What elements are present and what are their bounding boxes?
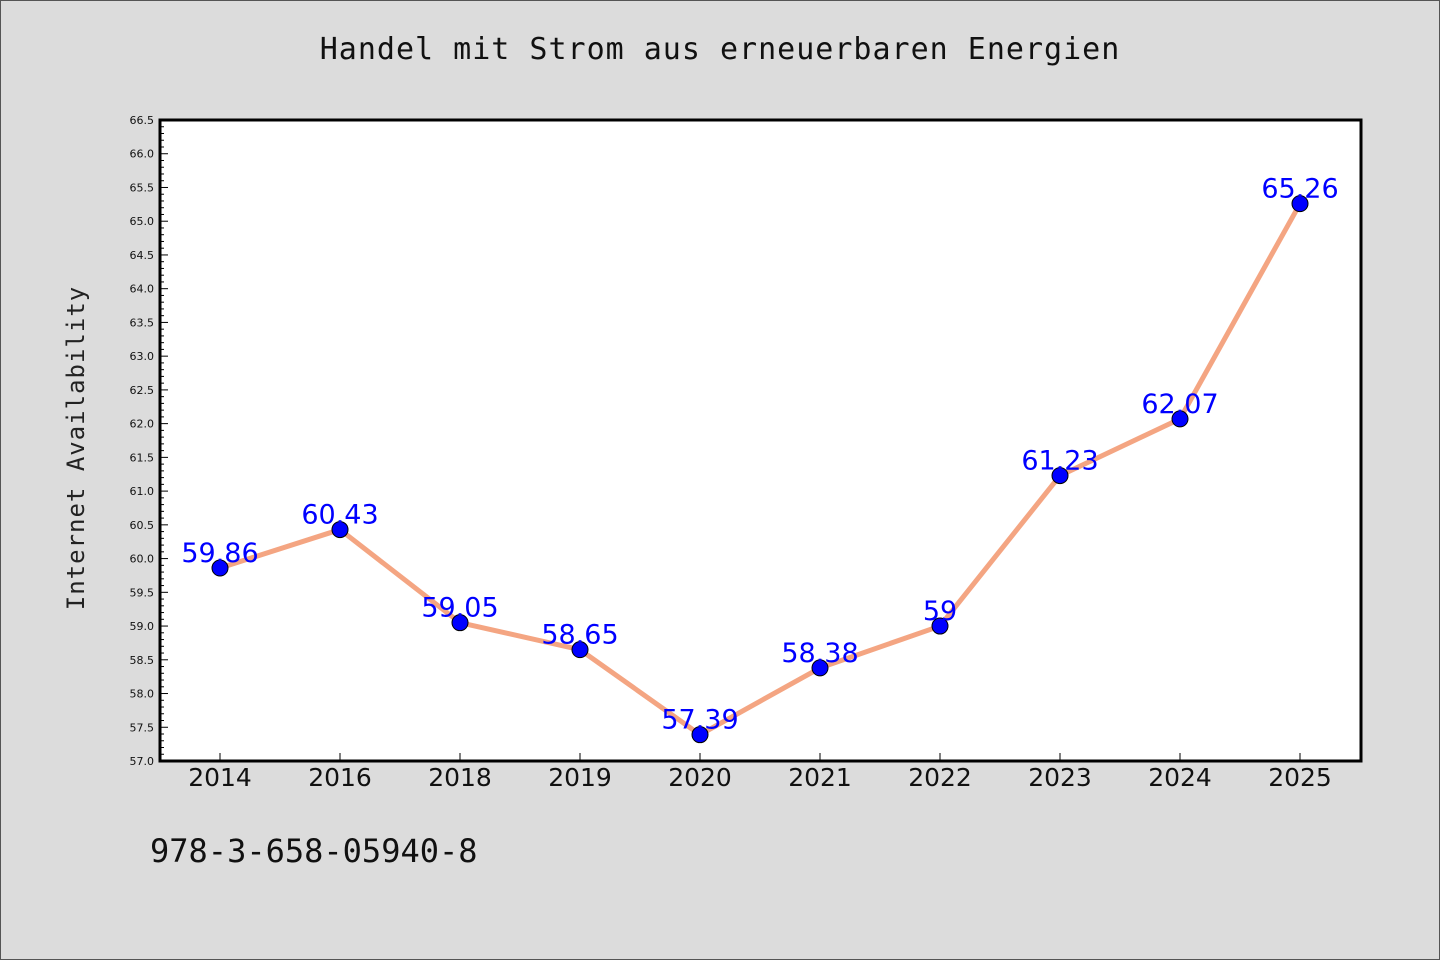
x-tick-label: 2016 [308, 763, 372, 792]
x-tick-label: 2018 [428, 763, 492, 792]
x-tick-label: 2023 [1028, 763, 1092, 792]
y-axis-ticks: 57.0 57.5 58.0 58.5 59.0 59.5 60.0 60.5 61.0 61.5… [130, 114, 168, 768]
data-label: 61.23 [1021, 446, 1098, 477]
y-tick-label: 58.5 [130, 654, 155, 667]
data-point [691, 726, 709, 744]
data-point [1171, 410, 1189, 428]
data-point [931, 617, 949, 635]
y-tick-label: 60.0 [130, 553, 155, 566]
y-tick-label: 57.0 [130, 755, 155, 768]
data-point [1051, 467, 1069, 485]
y-tick-label: 58.0 [130, 688, 155, 701]
y-tick-label: 57.5 [130, 721, 155, 734]
data-point [331, 521, 349, 539]
data-label: 59.86 [181, 538, 258, 569]
data-label: 58.65 [541, 620, 618, 651]
data-label: 59 [923, 596, 957, 627]
y-tick-label: 61.5 [130, 451, 155, 464]
data-label: 60.43 [301, 500, 378, 531]
data-point [811, 659, 829, 677]
y-tick-label: 62.5 [130, 384, 155, 397]
y-tick-label: 66.5 [130, 114, 155, 127]
series-line [219, 202, 1303, 738]
data-point [211, 559, 229, 577]
data-point [1291, 195, 1309, 213]
series-group [211, 195, 1309, 744]
y-tick-label: 61.0 [130, 485, 155, 498]
data-label: 58.38 [781, 638, 858, 669]
y-tick-label: 65.5 [130, 181, 155, 194]
y-tick-label: 63.5 [130, 316, 155, 329]
x-tick-label: 2014 [188, 763, 252, 792]
x-tick-label: 2020 [668, 763, 732, 792]
data-point [571, 641, 589, 659]
y-tick-label: 65.0 [130, 215, 155, 228]
y-tick-label: 66.0 [130, 148, 155, 161]
data-label: 62.07 [1141, 389, 1218, 420]
x-tick-label: 2024 [1148, 763, 1212, 792]
data-point [451, 614, 469, 632]
data-labels: 59.86 60.43 59.05 58.65 57.39 58.38 59 61.23 62.… [181, 174, 1338, 736]
data-label: 59.05 [421, 593, 498, 624]
x-tick-label: 2019 [548, 763, 612, 792]
y-tick-label: 64.0 [130, 283, 155, 296]
data-label: 57.39 [661, 705, 738, 736]
isbn-text: 978-3-658-05940-8 [150, 832, 478, 870]
y-tick-label: 59.5 [130, 586, 155, 599]
chart-title: Handel mit Strom aus erneuerbaren Energi… [319, 32, 1121, 67]
y-tick-label: 60.5 [130, 519, 155, 532]
x-axis-ticks: 2014 2016 2018 2019 2020 2021 2022 2023 2024 2025 [188, 753, 1332, 792]
data-label: 65.26 [1261, 174, 1338, 205]
x-tick-label: 2025 [1268, 763, 1332, 792]
y-tick-label: 64.5 [130, 249, 155, 262]
x-tick-label: 2022 [908, 763, 972, 792]
plot-area [158, 118, 1363, 763]
y-tick-label: 59.0 [130, 620, 155, 633]
x-tick-label: 2021 [788, 763, 852, 792]
y-tick-label: 63.0 [130, 350, 155, 363]
y-tick-label: 62.0 [130, 418, 155, 431]
